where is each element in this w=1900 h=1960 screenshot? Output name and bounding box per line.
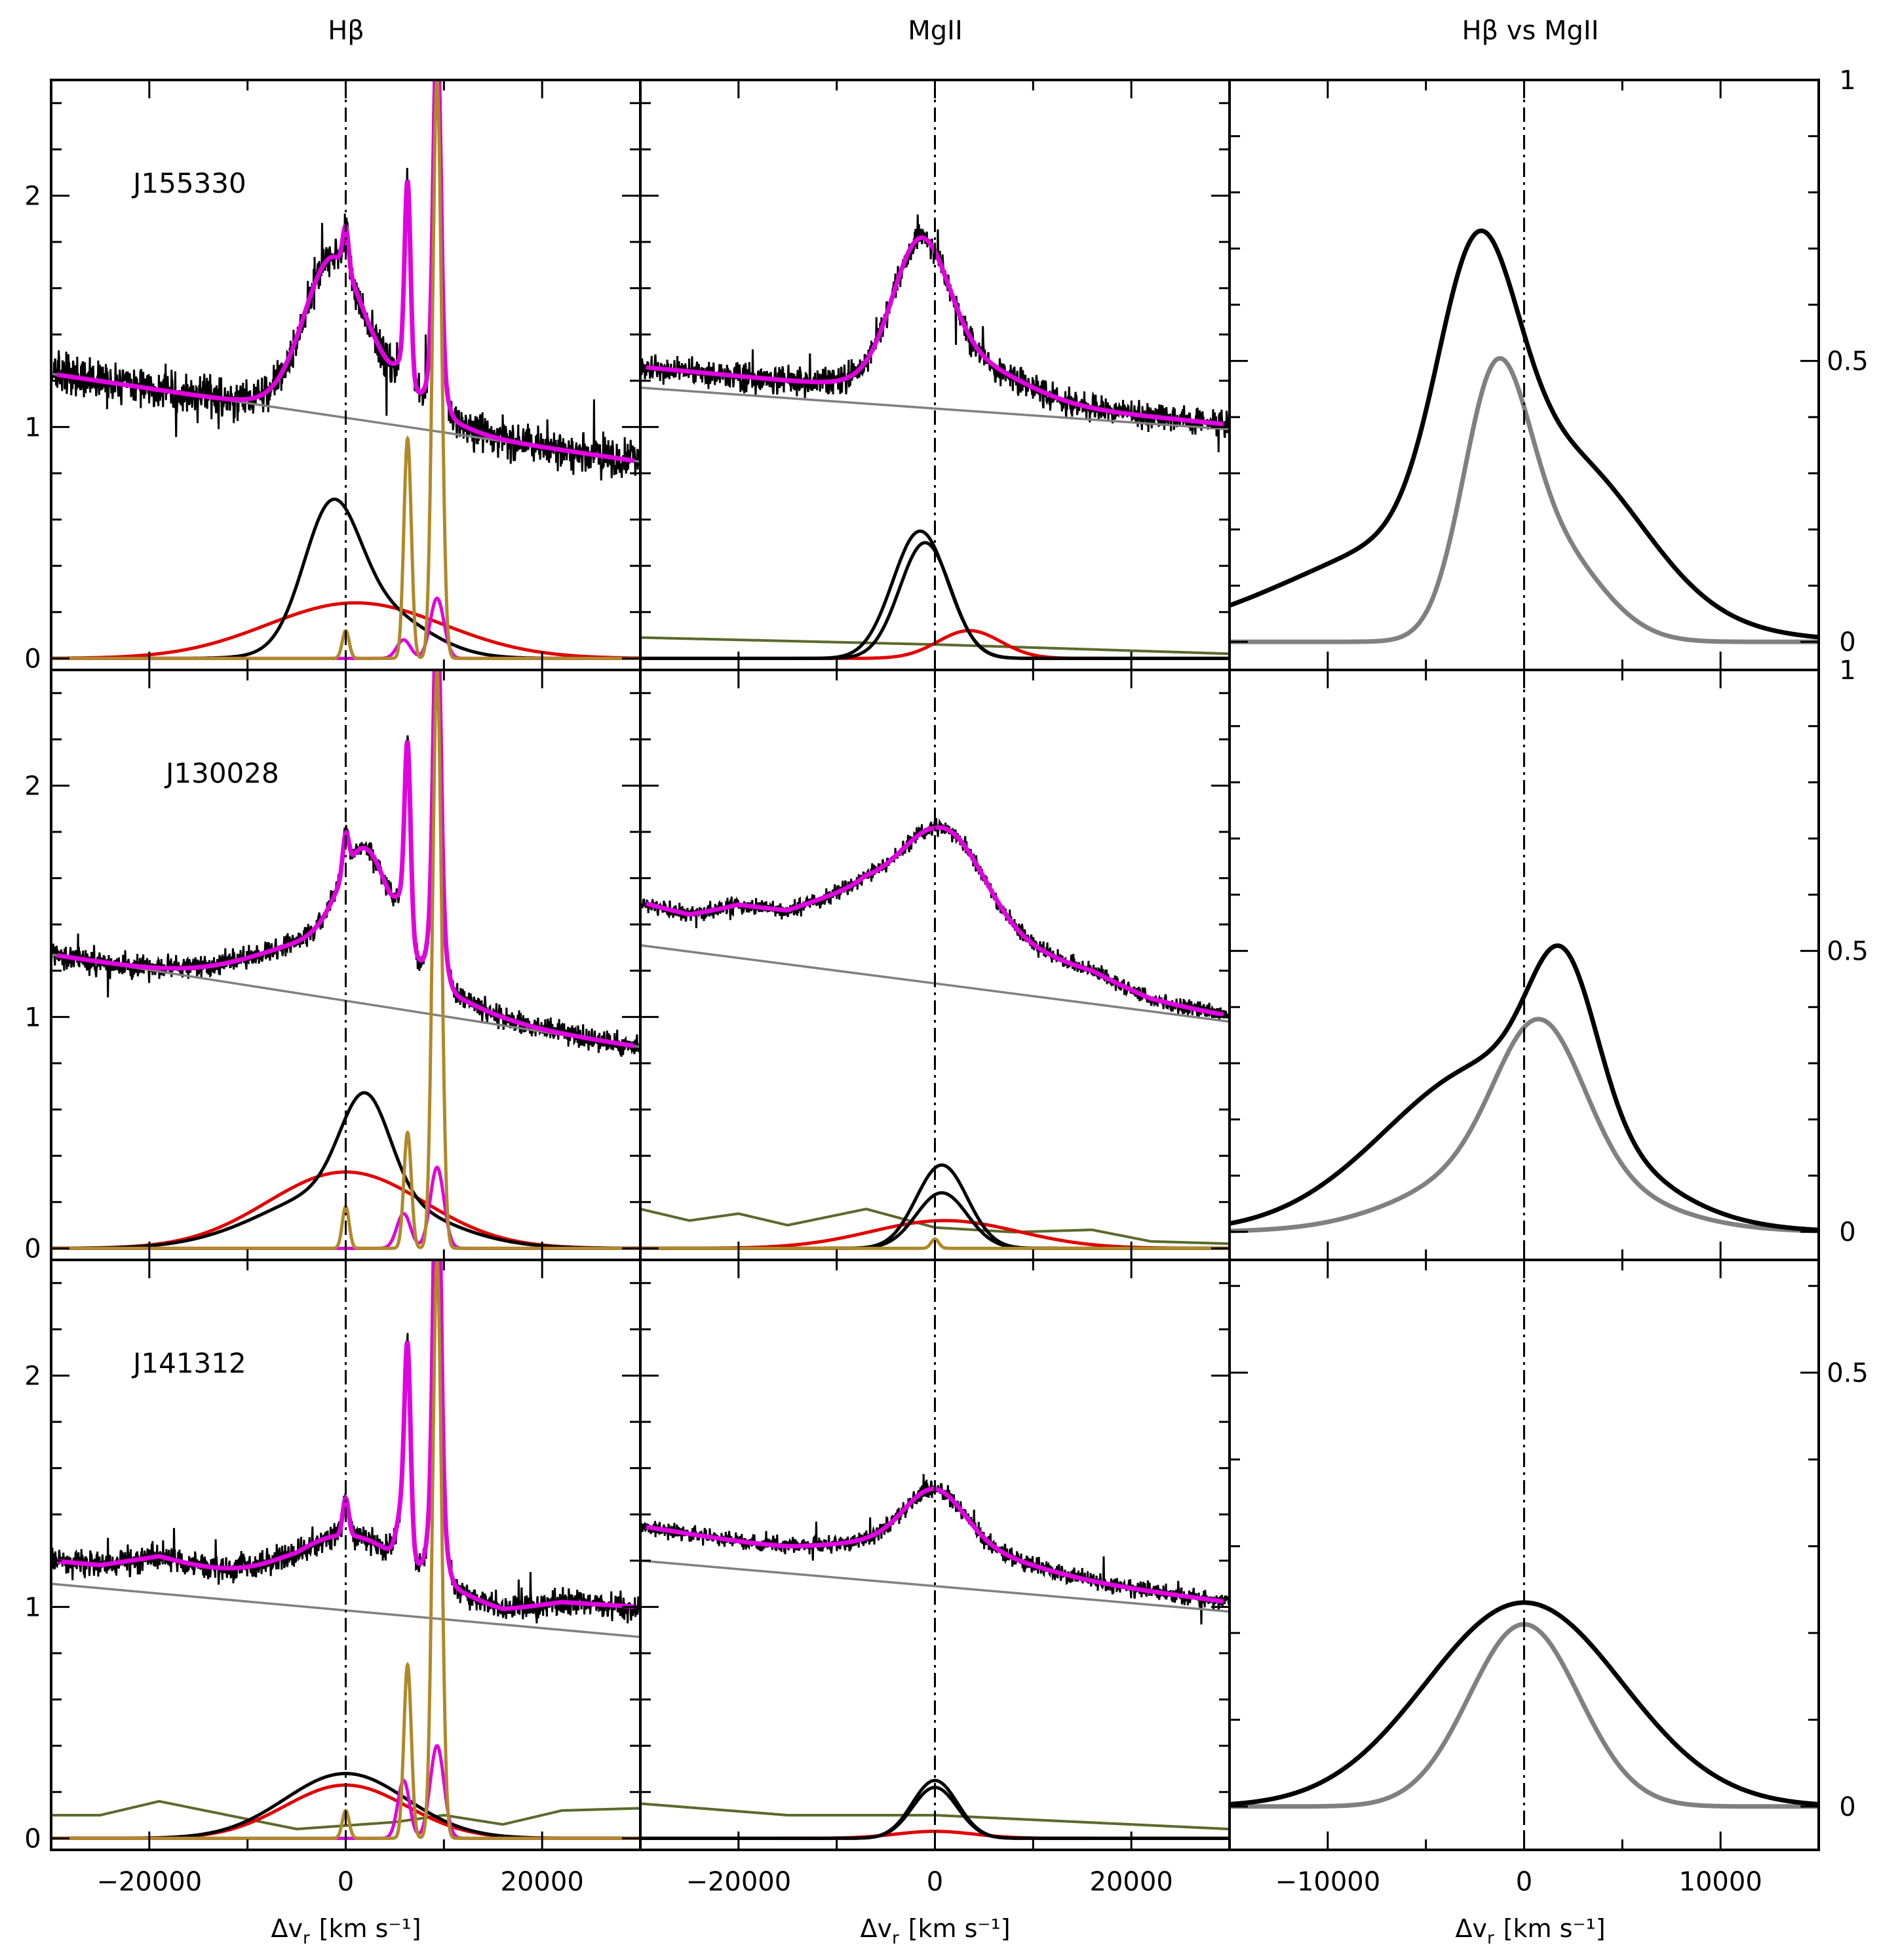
xlabel-unit: [km s⁻¹]	[1503, 1914, 1606, 1943]
y-tick-label: 0	[1839, 1792, 1855, 1822]
hbeta-profile	[1230, 943, 1819, 1232]
x-tick-label: 20000	[501, 1867, 584, 1897]
xlabel-col-3: Δvr [km s⁻¹]	[1455, 1914, 1605, 1948]
total-fit	[56, 1260, 635, 1611]
panel-1-2: 00.51	[1228, 656, 1869, 1261]
y-tick-label: 1	[1839, 66, 1855, 96]
xlabel-symbol: Δv	[860, 1914, 891, 1943]
xlabel-unit: [km s⁻¹]	[908, 1914, 1011, 1943]
panel-2-0: −20000 0 20000 0 1 2 J141312	[24, 1259, 642, 1897]
x-tick-label: 0	[1516, 1867, 1532, 1897]
object-label: J155330	[131, 167, 246, 199]
y-tick-label: 0	[24, 1824, 41, 1854]
xlabel-subscript: r	[1487, 1929, 1494, 1948]
column-title-mgii: MgII	[908, 16, 963, 46]
continuum-line	[640, 386, 1230, 431]
mgii-profile	[1230, 356, 1819, 644]
x-tick-label: −20000	[96, 1867, 202, 1897]
x-tick-label: 0	[338, 1867, 354, 1897]
observed-spectrum	[640, 214, 1230, 452]
column-title-hbeta-vs-mgii: Hβ vs MgII	[1462, 16, 1599, 46]
x-tick-label: 0	[927, 1867, 943, 1897]
y-tick-label: 0.5	[1827, 937, 1869, 967]
object-label: J130028	[164, 757, 279, 789]
xlabel-col-1: Δvr [km s⁻¹]	[271, 1914, 421, 1948]
y-tick-label: 1	[24, 412, 41, 442]
y-tick-label: 1	[24, 1592, 41, 1622]
total-fit	[56, 670, 635, 1049]
svg-text:Δvr[km s⁻¹]: Δvr [km s⁻¹]	[860, 1914, 1010, 1948]
xlabel-symbol: Δv	[271, 1914, 302, 1943]
y-tick-label: 1	[1839, 656, 1855, 686]
panel-2-1: −20000 0 20000	[639, 1259, 1231, 1897]
feii-template	[51, 1799, 640, 1831]
plot-area	[1230, 943, 1819, 1234]
svg-text:Δvr[km s⁻¹]: Δvr [km s⁻¹]	[1455, 1914, 1605, 1948]
y-tick-label: 2	[24, 181, 41, 211]
xlabel-subscript: r	[892, 1929, 899, 1948]
xlabel-unit: [km s⁻¹]	[319, 1914, 421, 1943]
object-label: J141312	[131, 1347, 246, 1379]
x-tick-label: −20000	[686, 1867, 791, 1897]
xlabel-col-2: Δvr [km s⁻¹]	[860, 1914, 1010, 1948]
y-tick-label: 2	[24, 771, 41, 801]
xlabel-subscript: r	[303, 1929, 310, 1948]
panel-0-1	[639, 79, 1231, 671]
panel-0-0: 0 1 2 J155330	[24, 79, 642, 674]
svg-text:Δvr[km s⁻¹]: Δvr [km s⁻¹]	[271, 1914, 421, 1948]
y-tick-label: 0	[1839, 627, 1855, 657]
y-tick-label: 2	[24, 1361, 41, 1391]
panel-0-2: 00.51	[1228, 66, 1869, 671]
y-tick-label: 0	[24, 644, 41, 674]
continuum-line	[640, 1559, 1230, 1613]
x-tick-label: 10000	[1679, 1867, 1762, 1897]
panel-2-2: −10000 0 10000 0 0.5	[1228, 1259, 1869, 1897]
panel-1-1	[639, 669, 1231, 1261]
y-tick-label: 0.5	[1827, 1358, 1869, 1388]
y-tick-label: 1	[24, 1002, 41, 1032]
mgii-profile	[1230, 1017, 1819, 1234]
x-tick-label: −10000	[1275, 1867, 1380, 1897]
panel-1-0: 0 1 2 J130028	[24, 669, 642, 1264]
y-tick-label: 0.5	[1827, 347, 1869, 377]
column-title-hbeta: Hβ	[328, 16, 364, 46]
x-tick-label: 20000	[1090, 1867, 1173, 1897]
xlabel-symbol: Δv	[1455, 1914, 1486, 1943]
y-tick-label: 0	[24, 1234, 41, 1264]
y-tick-label: 0	[1839, 1217, 1855, 1247]
